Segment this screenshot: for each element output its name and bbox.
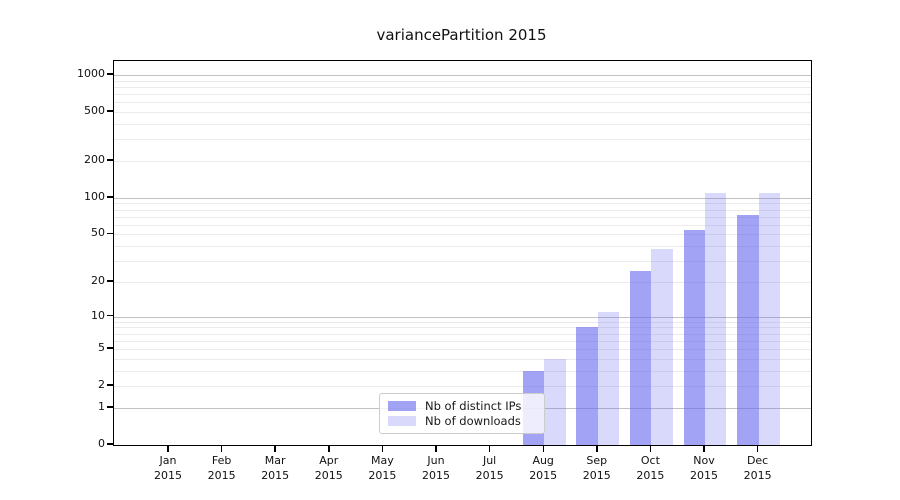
y-tick-label-5: 5: [98, 341, 105, 354]
y-tick-mark: [107, 159, 113, 161]
x-tick-label-feb-2015: Feb 2015: [207, 454, 236, 482]
y-tick-mark: [107, 443, 113, 445]
x-tick-label-jun-2015: Jun 2015: [422, 454, 450, 482]
legend-swatch-downloads-icon: [388, 416, 416, 427]
y-tick-label-50: 50: [91, 226, 105, 240]
bar-ips-oct-2015: [630, 270, 652, 445]
gridline-minor: [114, 386, 811, 388]
gridline-minor: [114, 209, 811, 211]
y-tick-mark: [107, 110, 113, 112]
x-tick-label-aug-2015: Aug 2015: [529, 454, 558, 482]
y-tick-label-200: 200: [84, 153, 105, 166]
gridline-minor: [114, 80, 811, 82]
bar-downloads-nov-2015: [705, 192, 727, 445]
y-tick-label-100: 100: [84, 189, 105, 203]
x-tick-mark: [649, 445, 652, 452]
x-tick-mark: [435, 445, 437, 452]
x-tick-label-may-2015: May 2015: [368, 454, 397, 482]
legend-item-downloads: Nb of downloads: [388, 414, 536, 428]
x-tick-label-sep-2015: Sep 2015: [582, 454, 611, 482]
y-tick-label-0: 0: [98, 437, 105, 450]
gridline-minor: [114, 216, 811, 218]
gridline-minor: [114, 224, 811, 226]
x-tick-mark: [274, 445, 276, 452]
gridline-minor: [114, 327, 811, 329]
y-tick-mark: [107, 314, 113, 317]
chart-title: variancePartition 2015: [376, 26, 547, 44]
x-tick-label-jul-2015: Jul 2015: [475, 454, 504, 482]
x-tick-mark: [220, 445, 223, 452]
x-tick-label-apr-2015: Apr 2015: [314, 454, 343, 482]
x-tick-mark: [596, 445, 598, 452]
gridline-minor: [114, 370, 811, 372]
gridline-minor: [114, 102, 811, 104]
gridline-minor: [114, 261, 811, 263]
y-tick-label-10: 10: [91, 308, 105, 322]
y-tick-label-1: 1: [98, 399, 105, 413]
x-tick-mark: [756, 445, 759, 452]
y-tick-label-500: 500: [84, 104, 105, 118]
bar-ips-nov-2015: [683, 230, 705, 445]
x-tick-mark: [381, 445, 384, 452]
gridline-minor: [114, 246, 811, 248]
x-tick-mark: [328, 445, 330, 452]
y-tick-mark: [107, 347, 113, 349]
gridline-major-10: [114, 316, 811, 318]
y-tick-mark: [107, 406, 113, 408]
gridline-minor: [114, 161, 811, 162]
gridline-major-1000: [114, 75, 811, 76]
y-tick-label-20: 20: [91, 273, 105, 287]
bar-downloads-oct-2015: [651, 248, 673, 445]
x-tick-mark: [703, 445, 705, 452]
gridline-minor: [114, 333, 811, 335]
plot-area: [113, 60, 812, 446]
legend-swatch-distinct-ips-icon: [388, 400, 416, 411]
y-tick-label-2: 2: [98, 378, 105, 392]
bar-ips-sep-2015: [576, 327, 598, 445]
gridline-minor: [114, 358, 811, 360]
gridline-major-100: [114, 197, 811, 199]
legend-label-downloads: Nb of downloads: [425, 414, 521, 429]
gridline-minor: [114, 139, 811, 141]
gridline-minor: [114, 124, 811, 125]
gridline-minor: [114, 340, 811, 342]
gridline-minor: [114, 112, 811, 114]
x-tick-label-jan-2015: Jan 2015: [154, 454, 182, 482]
bar-downloads-aug-2015: [544, 358, 566, 445]
gridline-minor: [114, 94, 811, 96]
x-tick-label-oct-2015: Oct 2015: [636, 454, 665, 482]
y-tick-mark: [107, 73, 113, 75]
x-tick-label-nov-2015: Nov 2015: [690, 454, 718, 482]
legend-item-distinct-ips: Nb of distinct IPs: [388, 399, 536, 413]
x-tick-mark: [167, 445, 169, 452]
gridline-minor: [114, 203, 811, 205]
y-tick-mark: [107, 196, 113, 198]
x-tick-mark: [488, 445, 491, 452]
y-tick-mark: [107, 232, 113, 235]
gridline-minor: [114, 86, 811, 88]
gridline-minor: [114, 349, 811, 350]
x-tick-mark: [542, 445, 544, 452]
x-tick-label-mar-2015: Mar 2015: [261, 454, 290, 482]
bar-downloads-sep-2015: [597, 311, 620, 445]
y-tick-mark: [107, 280, 113, 282]
x-tick-label-dec-2015: Dec 2015: [743, 454, 772, 482]
gridline-minor: [114, 281, 811, 283]
legend-label-distinct-ips: Nb of distinct IPs: [425, 398, 522, 413]
legend: Nb of distinct IPs Nb of downloads: [379, 393, 545, 434]
bar-ips-dec-2015: [737, 215, 759, 445]
y-tick-mark: [107, 384, 113, 386]
y-tick-label-1000: 1000: [77, 67, 105, 80]
gridline-minor: [114, 321, 811, 323]
bar-downloads-dec-2015: [758, 192, 780, 445]
gridline-minor: [114, 234, 811, 236]
